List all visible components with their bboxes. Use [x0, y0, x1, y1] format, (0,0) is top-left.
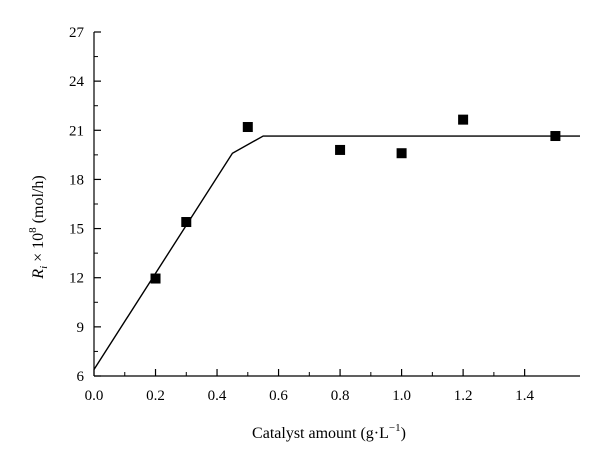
- y-tick-label: 9: [77, 320, 85, 336]
- data-point: [396, 148, 407, 159]
- y-ticks: 6 9 12 15 18 21 24 27: [69, 25, 101, 385]
- data-markers: [150, 114, 561, 284]
- y-tick-label: 21: [69, 123, 84, 139]
- data-point: [150, 273, 161, 284]
- fit-line: [93, 135, 580, 370]
- x-tick-label: 0.0: [85, 388, 104, 404]
- x-tick-label: 1.4: [515, 388, 534, 404]
- axes: [93, 32, 580, 377]
- y-tick-label: 24: [69, 74, 85, 90]
- x-tick-label: 1.0: [392, 388, 411, 404]
- data-point: [181, 217, 192, 228]
- x-tick-label: 1.2: [454, 388, 473, 404]
- x-tick-label: 0.8: [331, 388, 350, 404]
- y-axis-label: Ri × 108 (mol/h): [27, 175, 50, 279]
- data-point: [335, 144, 346, 155]
- data-point: [242, 122, 253, 133]
- fit-lines: [93, 135, 580, 370]
- data-point: [458, 114, 469, 125]
- y-tick-label: 6: [77, 369, 85, 385]
- y-tick-label: 18: [69, 172, 84, 188]
- data-point: [550, 131, 561, 142]
- y-tick-label: 27: [69, 25, 85, 41]
- x-axis-label: Catalyst amount (g·L−1): [252, 422, 406, 442]
- x-tick-label: 0.4: [208, 388, 227, 404]
- x-tick-label: 0.6: [269, 388, 288, 404]
- x-tick-label: 0.2: [146, 388, 165, 404]
- x-ticks: 0.0 0.2 0.4 0.6 0.8 1.0 1.2 1.4: [85, 369, 535, 404]
- y-tick-label: 12: [69, 271, 84, 287]
- y-tick-label: 15: [69, 222, 84, 238]
